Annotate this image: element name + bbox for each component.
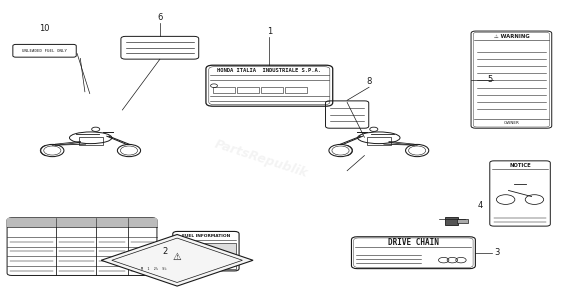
Bar [79,137,102,145]
Text: OWNER: OWNER [504,121,519,125]
Bar [213,87,234,93]
Bar [176,257,236,269]
Text: 5: 5 [487,75,492,84]
Text: 6: 6 [157,13,163,22]
Bar [457,219,468,223]
Polygon shape [101,235,253,286]
Bar [445,217,458,224]
Bar [285,87,307,93]
Text: FUEL INFORMATION: FUEL INFORMATION [182,234,230,238]
Bar [261,87,283,93]
Text: PartsRepublik: PartsRepublik [212,137,309,180]
Bar [7,218,157,228]
Text: UNLEADED FUEL ONLY: UNLEADED FUEL ONLY [22,49,67,53]
Text: 2: 2 [162,247,167,256]
Text: 1: 1 [267,27,272,36]
Text: HONDA ITALIA  INDUSTRIALE S.P.A.: HONDA ITALIA INDUSTRIALE S.P.A. [217,68,321,73]
Bar [176,243,236,256]
Text: 4: 4 [478,201,483,210]
Text: M  1  2%  S%: M 1 2% S% [141,267,167,271]
Text: ⚠ WARNING: ⚠ WARNING [493,34,529,39]
Text: DRIVE CHAIN: DRIVE CHAIN [388,238,439,247]
Bar [237,87,259,93]
Bar [367,137,391,145]
Text: NOTICE: NOTICE [509,163,531,168]
Text: 3: 3 [494,248,500,257]
Text: 8: 8 [367,77,372,86]
Text: ⚠: ⚠ [173,252,181,262]
Text: 10: 10 [39,23,50,33]
